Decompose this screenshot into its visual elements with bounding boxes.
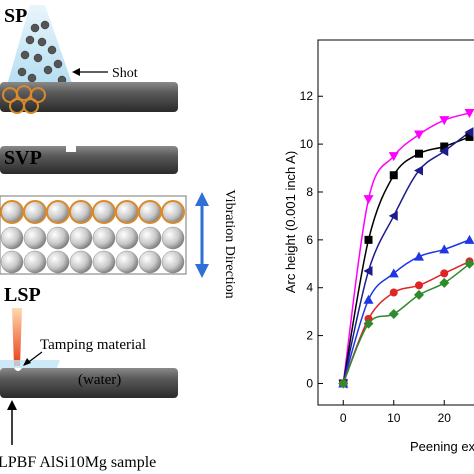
data-point — [439, 146, 449, 157]
data-point — [388, 152, 399, 162]
ball — [69, 226, 93, 250]
lsp-illustration — [0, 308, 178, 445]
x-tick-label: 20 — [438, 411, 452, 425]
ball — [46, 250, 70, 274]
ball — [0, 200, 24, 224]
data-point — [388, 210, 398, 221]
x-tick-label: 0 — [340, 411, 347, 425]
data-point — [388, 309, 399, 320]
ball — [115, 226, 139, 250]
y-axis-label: Arc height (0.001 inch A) — [283, 151, 298, 293]
y-tick-label: 10 — [300, 137, 314, 151]
x-axis-label: Peening ex — [410, 439, 474, 454]
fit-curve — [342, 263, 470, 384]
ball — [161, 226, 185, 250]
label: (water) — [78, 372, 121, 388]
data-point — [389, 288, 398, 297]
data-point — [415, 281, 423, 290]
fit-curve — [342, 131, 470, 384]
panel-title: LSP — [4, 284, 41, 306]
sp-illustration — [0, 5, 178, 114]
data-point — [439, 116, 450, 126]
ball — [69, 200, 93, 224]
data-point — [439, 244, 450, 254]
data-point — [464, 109, 474, 118]
ball — [138, 226, 162, 250]
data-point — [415, 149, 423, 158]
label: Tamping material — [40, 337, 146, 353]
y-tick-label: 8 — [306, 185, 313, 199]
data-point — [389, 171, 398, 180]
ball — [92, 200, 116, 224]
y-tick-label: 4 — [306, 281, 313, 295]
ball — [23, 250, 47, 274]
x-tick-label: 10 — [387, 411, 401, 425]
data-point — [414, 130, 424, 140]
data-point — [364, 235, 373, 244]
data-point — [388, 268, 399, 278]
y-tick-label: 6 — [306, 233, 313, 247]
data-point — [465, 132, 474, 141]
ball — [138, 250, 162, 274]
plot-frame — [317, 39, 474, 406]
data-point — [464, 234, 474, 244]
ball — [115, 200, 139, 224]
panel-title: SVP — [4, 147, 42, 169]
data-point — [414, 251, 424, 261]
ball — [69, 250, 93, 274]
ball — [92, 226, 116, 250]
fit-curve — [342, 136, 470, 384]
data-point — [363, 318, 374, 329]
data-point — [464, 127, 474, 138]
y-tick-label: 2 — [306, 329, 313, 343]
svp-illustration — [0, 146, 209, 278]
data-point — [464, 258, 474, 269]
label: Vibration Direction — [222, 189, 237, 298]
data-point — [338, 378, 349, 389]
ball — [0, 226, 24, 250]
ball — [46, 226, 70, 250]
ball — [92, 250, 116, 274]
ball — [46, 200, 70, 224]
ball — [23, 226, 47, 250]
ball — [0, 250, 24, 274]
data-point — [363, 265, 373, 276]
ball — [161, 200, 185, 224]
label: LPBF AlSi10Mg sample — [0, 454, 156, 471]
data-point — [414, 165, 423, 176]
ball — [115, 250, 139, 274]
y-tick-label: 12 — [300, 89, 314, 103]
fit-curve — [342, 260, 470, 384]
fit-curve — [342, 112, 470, 384]
data-point — [363, 195, 374, 205]
fit-curve — [342, 239, 470, 384]
label: Shot — [112, 66, 138, 81]
data-point — [363, 294, 374, 304]
ball — [23, 200, 47, 224]
ball — [161, 250, 185, 274]
data-point — [414, 289, 424, 300]
data-point — [440, 269, 449, 278]
panel-title: SP — [4, 5, 27, 27]
data-point — [439, 277, 450, 288]
data-point — [440, 142, 449, 151]
y-tick-label: 0 — [306, 376, 313, 390]
ball — [138, 200, 162, 224]
